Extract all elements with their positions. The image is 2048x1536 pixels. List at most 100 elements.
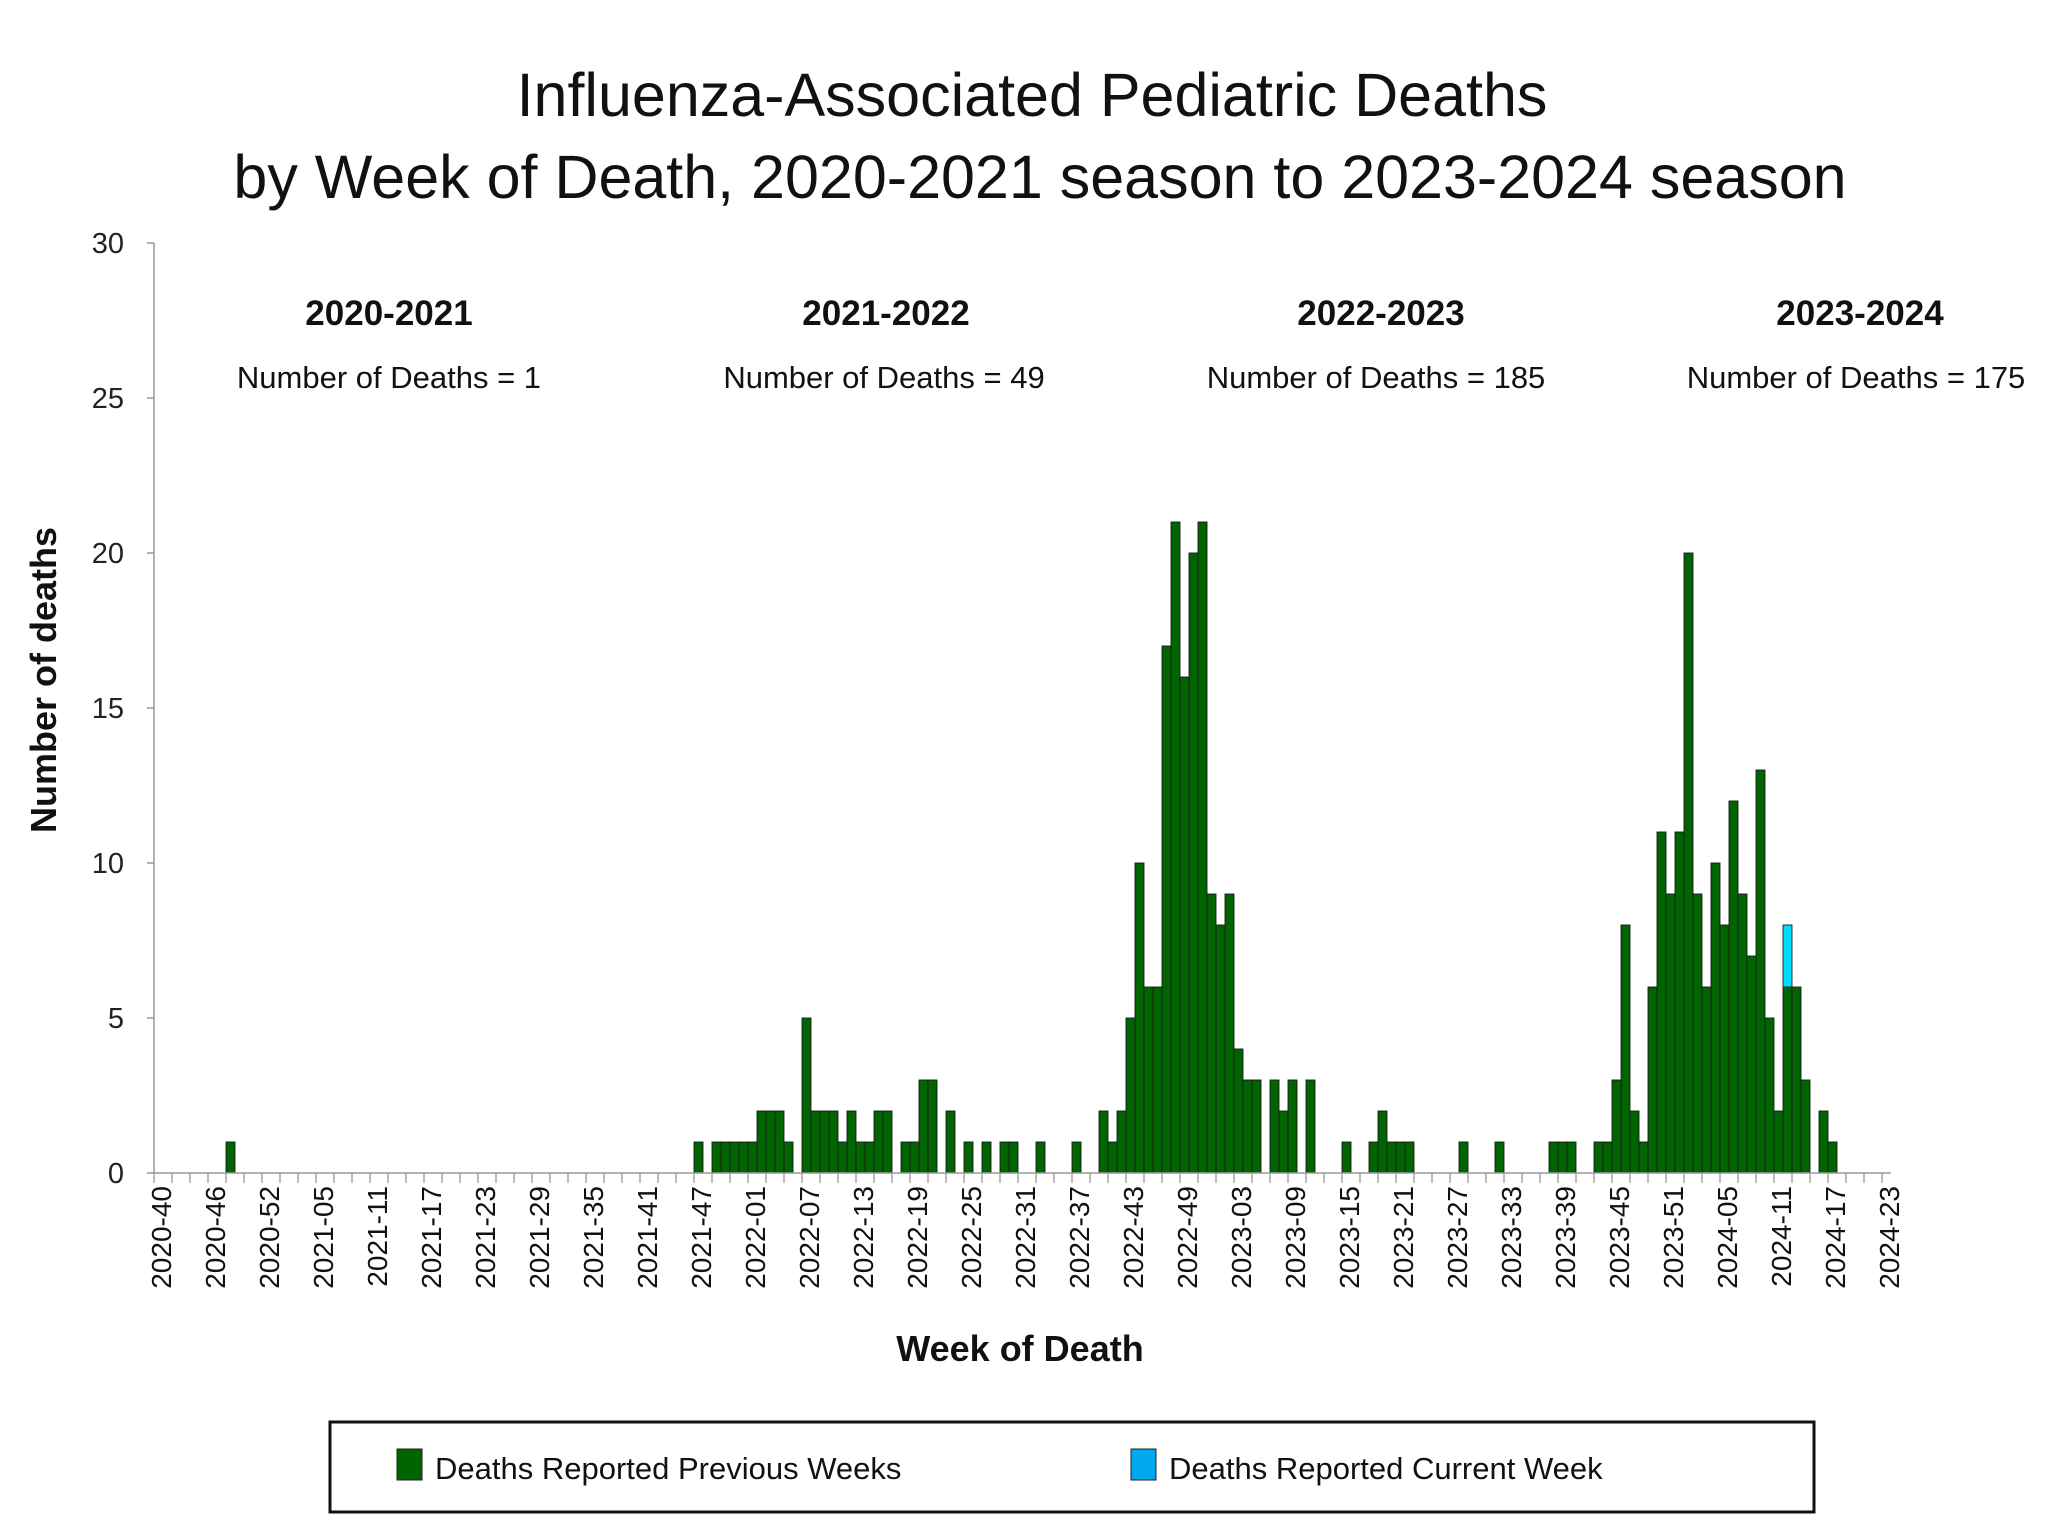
x-tick-label: 2021-05: [308, 1186, 339, 1289]
bar-previous-weeks: [1566, 1141, 1577, 1174]
bar-previous-weeks: [1386, 1141, 1397, 1174]
bar-previous-weeks: [927, 1079, 938, 1174]
bar-previous-weeks: [747, 1141, 758, 1174]
bar-previous-weeks: [711, 1141, 722, 1174]
bar-current-week: [1782, 924, 1793, 988]
y-tick-label: 30: [92, 228, 124, 260]
season-count: Number of Deaths = 175: [1687, 360, 2026, 395]
bar-previous-weeks: [1107, 1141, 1118, 1174]
bar-previous-weeks: [1782, 986, 1793, 1174]
bar-previous-weeks: [828, 1110, 839, 1174]
bar-previous-weeks: [1377, 1110, 1388, 1174]
x-tick-label: 2023-15: [1334, 1186, 1365, 1289]
y-axis-label: Number of deaths: [23, 527, 64, 833]
bar-previous-weeks: [720, 1141, 731, 1174]
bar-previous-weeks: [1251, 1079, 1262, 1174]
bar-previous-weeks: [1629, 1110, 1640, 1174]
bar-previous-weeks: [1638, 1141, 1649, 1174]
x-tick-label: 2023-33: [1496, 1186, 1527, 1289]
y-tick-label: 0: [108, 1158, 124, 1190]
bar-previous-weeks: [963, 1141, 974, 1174]
season-label: 2020-2021: [305, 294, 472, 333]
x-tick-label: 2022-49: [1172, 1186, 1203, 1289]
bar-previous-weeks: [1692, 893, 1703, 1174]
chart-title-line-1: Influenza-Associated Pediatric Deaths: [517, 61, 1548, 129]
season-annotation-2020-2021: 2020-2021 Number of Deaths = 1: [237, 294, 541, 395]
bar-previous-weeks: [1242, 1079, 1253, 1174]
season-count: Number of Deaths = 1: [237, 360, 541, 395]
x-tick-label: 2022-25: [956, 1186, 987, 1289]
x-tick-label: 2021-29: [524, 1186, 555, 1289]
bar-previous-weeks: [1161, 645, 1172, 1174]
bar-previous-weeks: [918, 1079, 929, 1174]
bar-previous-weeks: [819, 1110, 830, 1174]
bar-previous-weeks: [981, 1141, 992, 1174]
bar-previous-weeks: [900, 1141, 911, 1174]
x-tick-label: 2022-37: [1064, 1186, 1095, 1289]
bar-previous-weeks: [837, 1141, 848, 1174]
chart-title-line-2: by Week of Death, 2020-2021 season to 20…: [233, 143, 1846, 211]
bars: [225, 521, 1838, 1174]
bar-previous-weeks: [1737, 893, 1748, 1174]
bar-previous-weeks: [1008, 1141, 1019, 1174]
bar-previous-weeks: [1305, 1079, 1316, 1174]
x-tick-label: 2022-01: [740, 1186, 771, 1289]
bar-previous-weeks: [1224, 893, 1235, 1174]
bar-previous-weeks: [1170, 521, 1181, 1174]
y-tick-label: 25: [92, 383, 124, 415]
bar-previous-weeks: [1395, 1141, 1406, 1174]
x-tick-label: 2023-27: [1442, 1186, 1473, 1289]
season-annotation-2022-2023: 2022-2023 Number of Deaths = 185: [1207, 294, 1546, 395]
bar-previous-weeks: [1458, 1141, 1469, 1174]
x-tick-label: 2024-11: [1766, 1186, 1797, 1287]
bar-previous-weeks: [1818, 1110, 1829, 1174]
bar-previous-weeks: [1602, 1141, 1613, 1174]
bar-previous-weeks: [1035, 1141, 1046, 1174]
bar-previous-weeks: [1674, 831, 1685, 1174]
bar-previous-weeks: [1341, 1141, 1352, 1174]
x-tick-label: 2023-21: [1388, 1186, 1419, 1289]
bar-previous-weeks: [864, 1141, 875, 1174]
bar-previous-weeks: [1683, 552, 1694, 1174]
x-tick-label: 2021-35: [578, 1186, 609, 1289]
x-tick-label: 2022-19: [902, 1186, 933, 1289]
bar-previous-weeks: [1179, 676, 1190, 1174]
bar-previous-weeks: [810, 1110, 821, 1174]
bar-previous-weeks: [1287, 1079, 1298, 1174]
season-label: 2023-2024: [1776, 294, 1944, 333]
bar-previous-weeks: [1620, 924, 1631, 1174]
y-tick-label: 20: [92, 538, 124, 570]
season-count: Number of Deaths = 49: [723, 360, 1044, 395]
legend: Deaths Reported Previous Weeks Deaths Re…: [328, 1420, 1816, 1514]
x-tick-label: 2024-05: [1712, 1186, 1743, 1289]
bar-previous-weeks: [1764, 1017, 1775, 1174]
bar-previous-weeks: [765, 1110, 776, 1174]
bar-previous-weeks: [855, 1141, 866, 1174]
bar-previous-weeks: [1746, 955, 1757, 1174]
bar-previous-weeks: [1719, 924, 1730, 1174]
y-tick-label: 15: [92, 693, 124, 725]
season-count: Number of Deaths = 185: [1207, 360, 1546, 395]
x-tick-label: 2021-11: [362, 1186, 393, 1287]
x-tick-label: 2022-43: [1118, 1186, 1149, 1289]
x-axis-label: Week of Death: [896, 1328, 1143, 1369]
x-tick-label: 2023-03: [1226, 1186, 1257, 1289]
y-tick-label: 5: [108, 1003, 124, 1035]
bar-previous-weeks: [738, 1141, 749, 1174]
bar-previous-weeks: [873, 1110, 884, 1174]
bar-previous-weeks: [1233, 1048, 1244, 1174]
bar-previous-weeks: [1143, 986, 1154, 1174]
bar-previous-weeks: [846, 1110, 857, 1174]
bar-previous-weeks: [1548, 1141, 1559, 1174]
bar-previous-weeks: [1278, 1110, 1289, 1174]
axes: 0 5 10 15 20 25 30 2020-40 2020-46 2020-52 2021-05…: [92, 228, 1905, 1289]
bar-previous-weeks: [801, 1017, 812, 1174]
x-tick-label: 2024-17: [1820, 1186, 1851, 1289]
bar-previous-weeks: [1557, 1141, 1568, 1174]
bar-previous-weeks: [909, 1141, 920, 1174]
x-tick-label: 2023-09: [1280, 1186, 1311, 1289]
x-tick-label: 2021-23: [470, 1186, 501, 1289]
x-tick-label: 2023-45: [1604, 1186, 1635, 1289]
x-tick-label: 2021-41: [632, 1186, 663, 1289]
bar-previous-weeks: [1791, 986, 1802, 1174]
